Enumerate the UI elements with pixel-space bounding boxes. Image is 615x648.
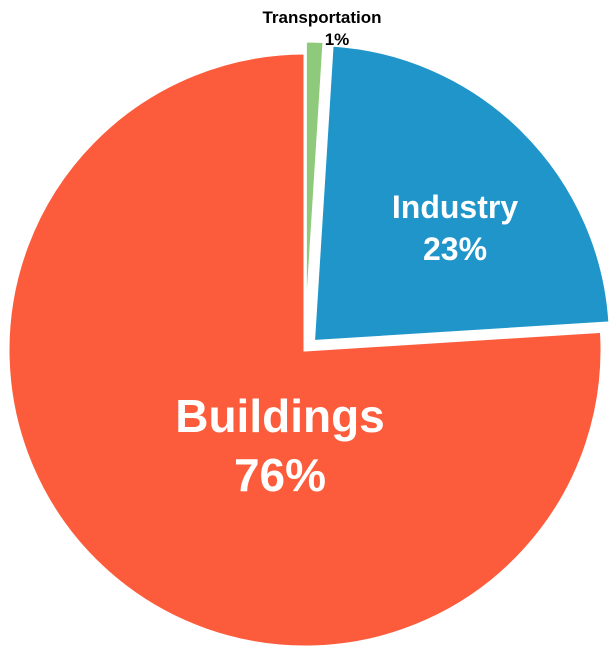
slice-label-industry-value: 23%: [423, 231, 487, 267]
slice-label-buildings-value: 76%: [234, 449, 326, 501]
pie-slice-buildings: [6, 51, 604, 648]
pie-slices: [6, 39, 612, 648]
pie-slice-industry: [311, 43, 612, 344]
pie-slice-transportation: [303, 39, 326, 339]
slice-label-transportation-value: 1%: [325, 30, 350, 49]
slice-label-transportation-name: Transportation: [262, 8, 381, 27]
pie-labels: Transportation 1% Industry 23% Buildings…: [175, 8, 518, 501]
slice-label-industry-name: Industry: [392, 189, 518, 225]
slice-label-buildings-name: Buildings: [175, 390, 385, 442]
